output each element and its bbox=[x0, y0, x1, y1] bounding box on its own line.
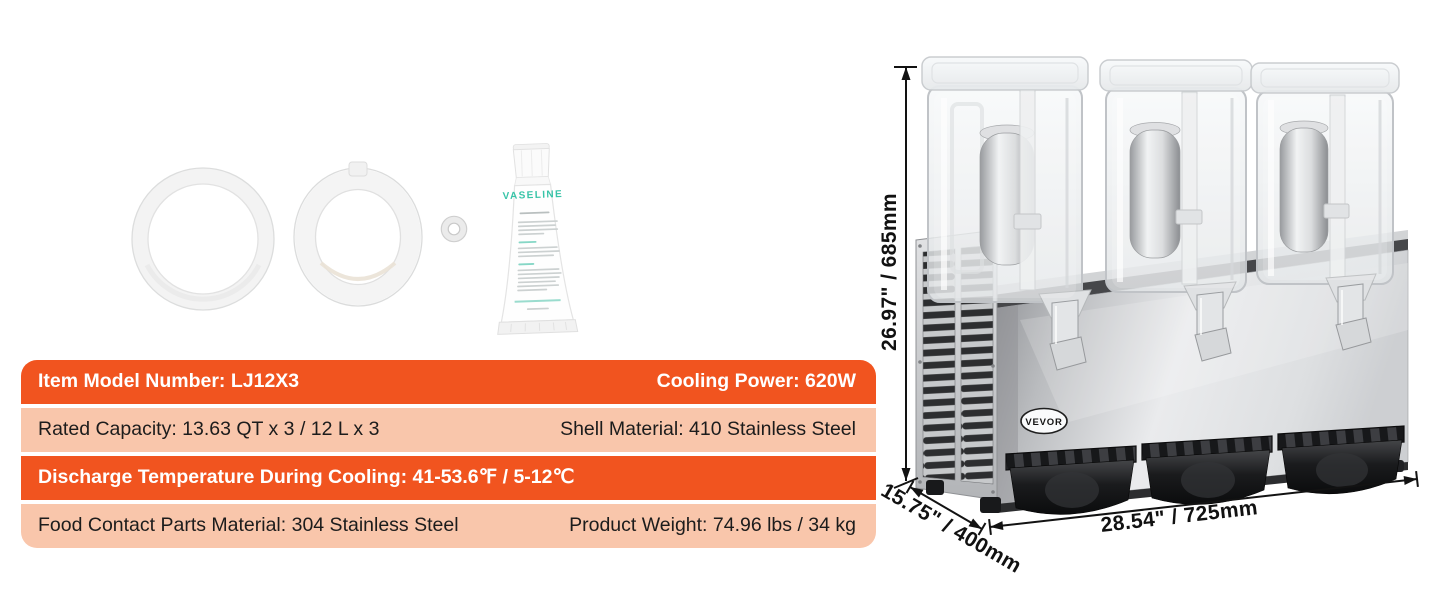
spigot-1 bbox=[1049, 299, 1087, 371]
juice-tank-1 bbox=[921, 56, 1092, 327]
dimension-height bbox=[893, 66, 919, 489]
dimension-width bbox=[988, 470, 1419, 536]
dispenser-illustration: VEVOR 26.97" / 685mm 15.75" / 400mm bbox=[877, 56, 1419, 578]
spec-rated-capacity: Rated Capacity: 13.63 QT x 3 / 12 L x 3 bbox=[38, 418, 380, 441]
drip-tray-3 bbox=[1277, 425, 1405, 495]
accessories-illustration: VASELINE bbox=[131, 143, 579, 335]
spec-row-materials-weight: Food Contact Parts Material: 304 Stainle… bbox=[21, 504, 876, 548]
drip-tray-1 bbox=[1005, 445, 1137, 515]
spigot-3 bbox=[1335, 283, 1372, 351]
spec-food-contact-material: Food Contact Parts Material: 304 Stainle… bbox=[38, 514, 459, 537]
dimension-depth bbox=[905, 480, 987, 536]
juice-tank-3 bbox=[1250, 62, 1400, 311]
small-o-ring bbox=[440, 215, 468, 243]
lubricant-tube: VASELINE bbox=[497, 143, 579, 335]
juice-tank-2 bbox=[1099, 59, 1253, 319]
tube-fine-print-lines bbox=[514, 211, 562, 310]
spec-shell-material: Shell Material: 410 Stainless Steel bbox=[560, 418, 856, 441]
spec-row-discharge-temp: Discharge Temperature During Cooling: 41… bbox=[21, 456, 876, 500]
large-sealing-ring bbox=[131, 167, 275, 311]
spigot-2 bbox=[1194, 291, 1232, 362]
spec-row-model: Item Model Number: LJ12X3 Cooling Power:… bbox=[21, 360, 876, 404]
spec-product-weight: Product Weight: 74.96 lbs / 34 kg bbox=[569, 514, 856, 537]
spec-table: Item Model Number: LJ12X3 Cooling Power:… bbox=[21, 360, 876, 548]
spec-row-capacity: Rated Capacity: 13.63 QT x 3 / 12 L x 3 … bbox=[21, 408, 876, 452]
brand-text: VEVOR bbox=[1025, 417, 1062, 428]
tube-brand-text: VASELINE bbox=[503, 189, 564, 202]
height-label: 26.97" / 685mm bbox=[878, 193, 901, 351]
drip-tray-2 bbox=[1141, 435, 1273, 505]
spec-cooling-power: Cooling Power: 620W bbox=[656, 370, 856, 393]
lid-sealing-ring bbox=[293, 161, 423, 307]
spec-model-number: Item Model Number: LJ12X3 bbox=[38, 370, 300, 393]
brand-badge: VEVOR bbox=[1020, 407, 1068, 435]
spec-discharge-temperature: Discharge Temperature During Cooling: 41… bbox=[38, 466, 575, 489]
